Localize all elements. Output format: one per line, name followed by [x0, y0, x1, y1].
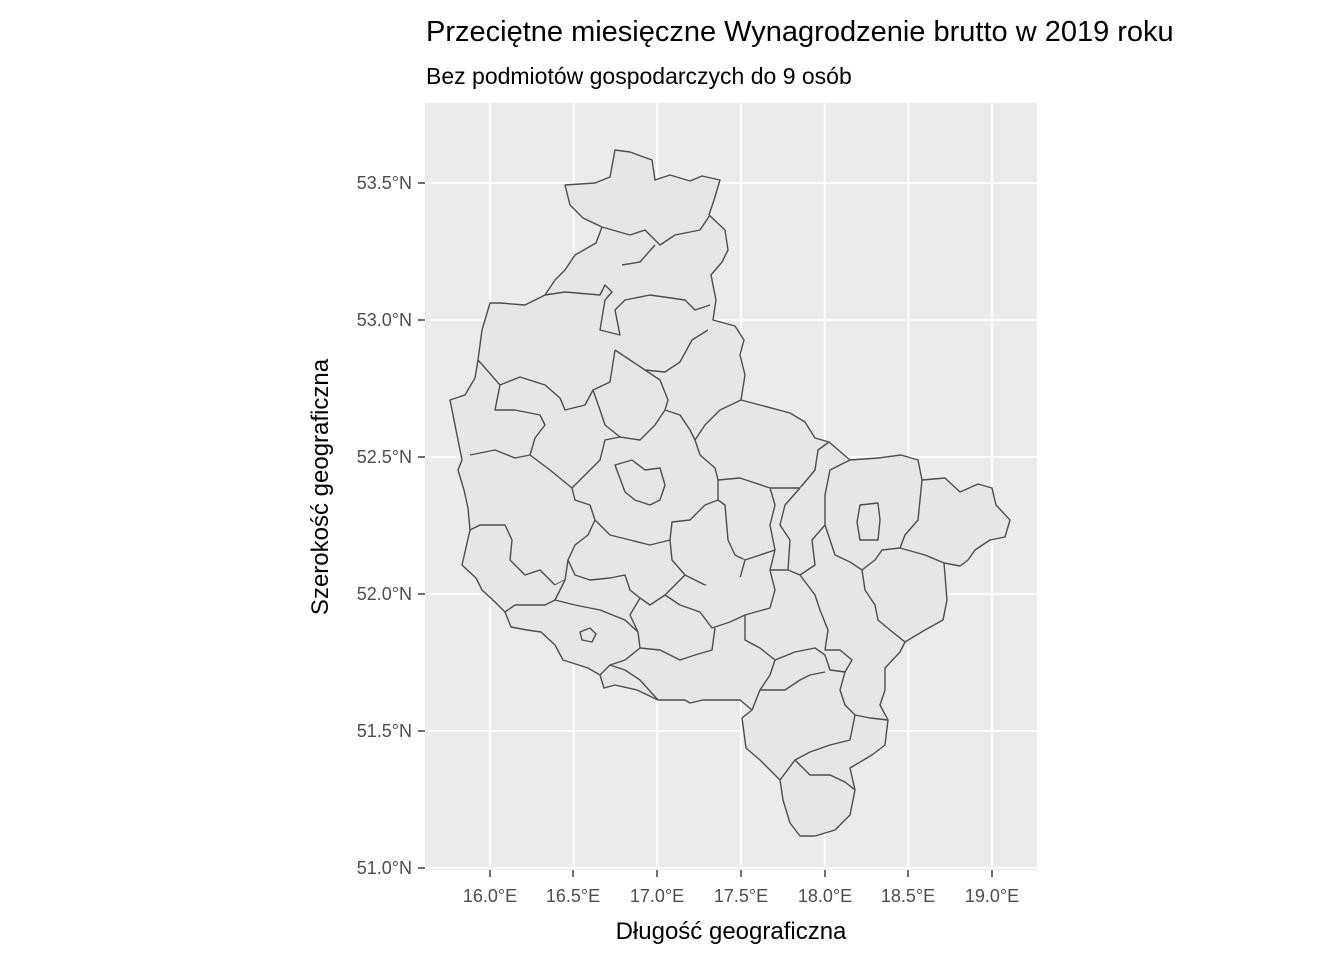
region-border [774, 574, 853, 673]
region-border [644, 369, 669, 411]
region-border [639, 627, 716, 661]
y-tick-label: 51.0°N [357, 858, 412, 878]
region-border [614, 329, 709, 373]
y-tick: 52.5°N [357, 447, 425, 467]
x-tick-label: 16.0°E [463, 886, 517, 906]
region-border [629, 597, 641, 633]
x-tick: 17.0°E [630, 870, 684, 906]
region-border [594, 480, 719, 546]
chart-title: Przeciętne miesięczne Wynagrodzenie brut… [426, 16, 1174, 48]
city-enclave-poznan [614, 459, 666, 506]
y-axis: 51.0°N 51.5°N 52.0°N 52.5°N 53.0°N 53.5°… [357, 173, 425, 878]
y-tick-label: 52.0°N [357, 584, 412, 604]
x-tick: 16.0°E [463, 870, 517, 906]
city-enclave-konin [856, 502, 881, 541]
x-tick: 17.5°E [714, 870, 768, 906]
y-tick-label: 53.5°N [357, 173, 412, 193]
region-border [694, 439, 830, 489]
region-border [571, 436, 621, 489]
region-border [779, 459, 851, 576]
chart-subtitle: Bez podmiotów gospodarczych do 9 osób [426, 63, 852, 89]
x-tick: 18.0°E [798, 870, 852, 906]
region-border [469, 454, 596, 586]
x-tick: 16.5°E [546, 870, 600, 906]
region-border [839, 671, 889, 721]
x-tick-label: 17.5°E [714, 886, 768, 906]
city-enclave-leszno [579, 627, 597, 643]
y-tick: 51.5°N [357, 721, 425, 741]
x-tick: 19.0°E [965, 870, 1019, 906]
y-tick: 52.0°N [357, 584, 425, 604]
y-tick: 53.5°N [357, 173, 425, 193]
region-border [760, 671, 826, 691]
region-outline [449, 149, 1011, 837]
x-axis: 16.0°E 16.5°E 17.0°E 17.5°E 18.0°E 18.5°… [463, 870, 1019, 906]
x-tick: 18.5°E [881, 870, 935, 906]
y-tick-label: 52.5°N [357, 447, 412, 467]
region-border [717, 487, 776, 561]
x-axis-title: Długość geograficzna [616, 918, 847, 945]
region-border [477, 349, 616, 411]
x-tick-label: 18.5°E [881, 886, 935, 906]
y-tick: 51.0°N [357, 858, 425, 878]
y-tick-label: 53.0°N [357, 310, 412, 330]
region-border [664, 569, 776, 629]
map-regions [449, 149, 1011, 837]
region-border [794, 759, 856, 791]
region-border [861, 569, 906, 643]
axes: 16.0°E 16.5°E 17.0°E 17.5°E 18.0°E 18.5°… [357, 173, 1019, 906]
region-border [567, 559, 686, 606]
x-tick-label: 17.0°E [630, 886, 684, 906]
region-border [601, 214, 711, 246]
y-tick: 53.0°N [357, 310, 425, 330]
y-axis-title: Szerokość geograficzna [307, 358, 334, 615]
x-tick-label: 16.5°E [546, 886, 600, 906]
region-border [469, 384, 546, 459]
region-border [544, 284, 711, 336]
region-border [899, 547, 945, 564]
x-tick-label: 18.0°E [798, 886, 852, 906]
y-tick-label: 51.5°N [357, 721, 412, 741]
region-border [609, 664, 659, 701]
x-tick-label: 19.0°E [965, 886, 1019, 906]
region-border [504, 579, 566, 613]
region-border [621, 244, 656, 266]
